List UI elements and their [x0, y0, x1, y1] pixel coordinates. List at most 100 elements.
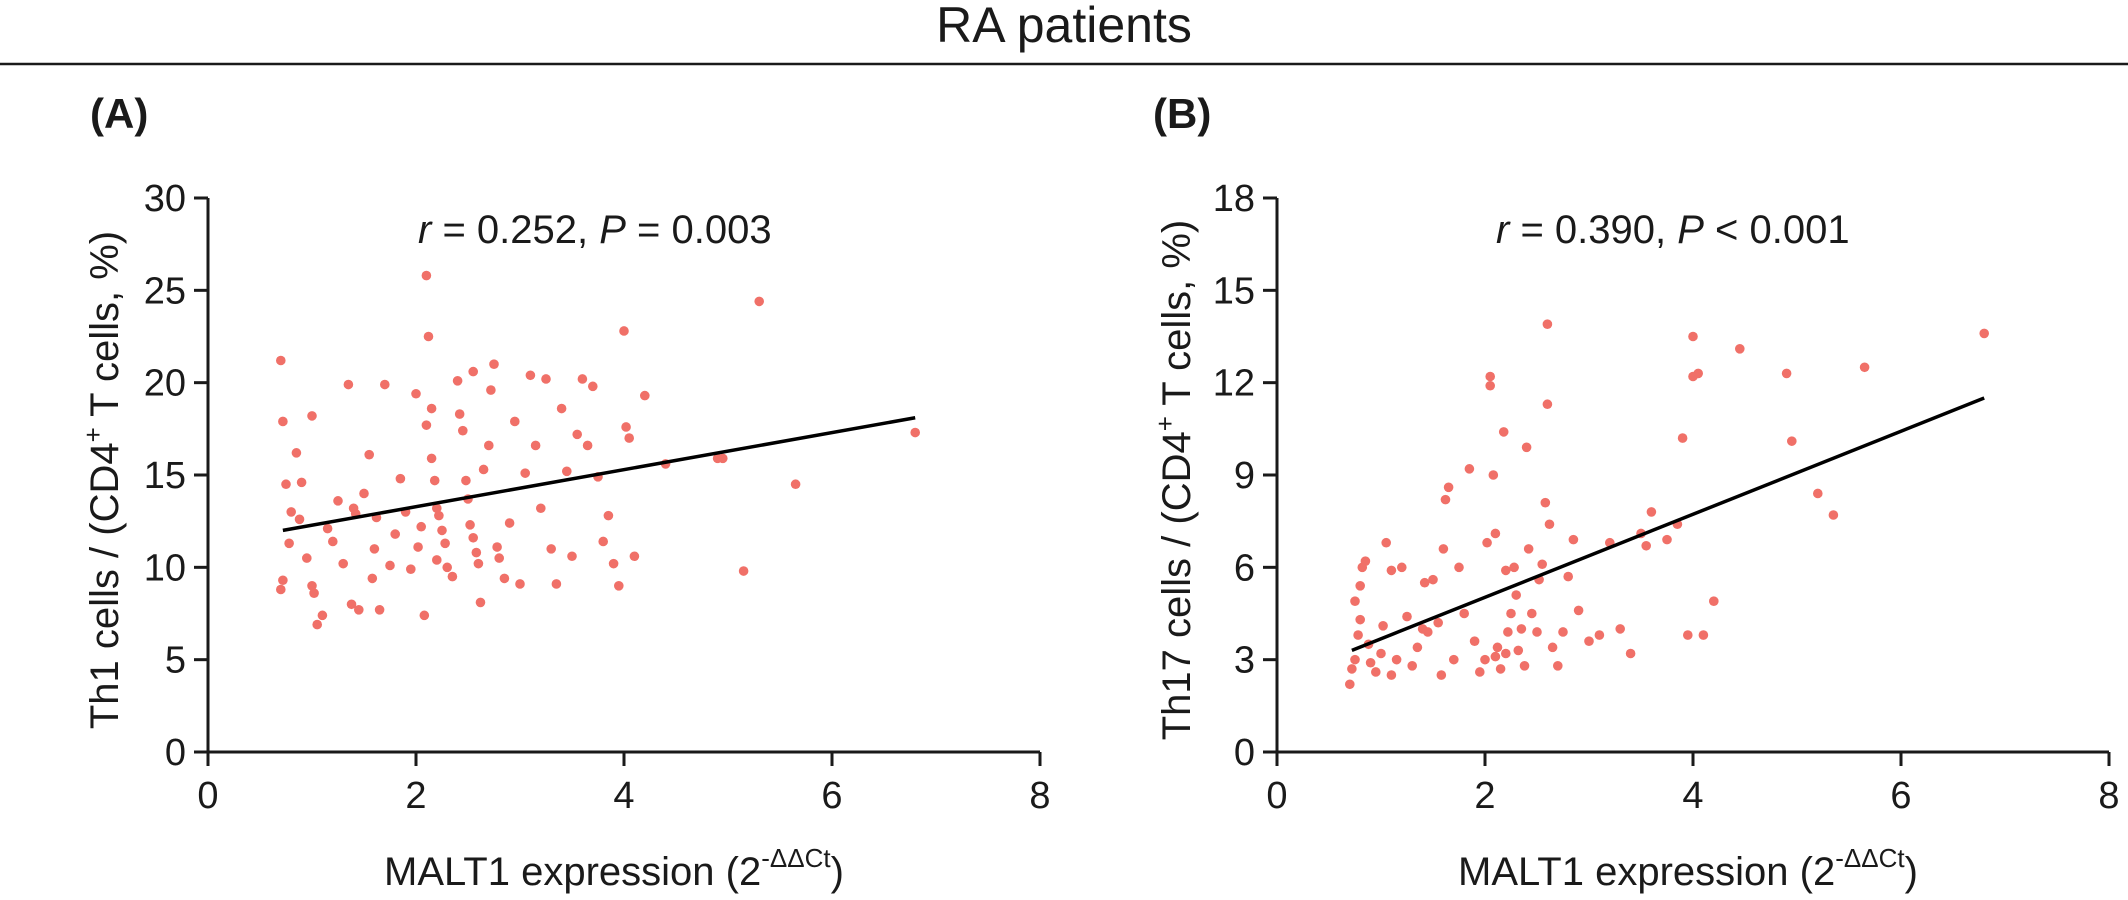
- panel-a-data-point: [790, 479, 801, 490]
- panel-b-data-point: [1688, 331, 1698, 342]
- panel-b-data-point: [1360, 556, 1371, 566]
- panel-b-data-point: [1813, 488, 1823, 499]
- panel-b-data-point: [1454, 562, 1464, 573]
- panel-a-data-point: [465, 520, 475, 530]
- panel-a-y-tick-label: 25: [144, 270, 186, 312]
- panel-b-p-symbol: P: [1677, 208, 1704, 252]
- panel-a-data-point: [510, 416, 520, 427]
- panel-a-data-point: [322, 523, 333, 534]
- panel-b-plot: 0 2 4 6 8 0 3 6 9 12 15 18: [1213, 178, 2120, 817]
- panel-b-data-point: [1527, 608, 1537, 619]
- panel-a-data-point: [461, 475, 471, 486]
- panel-a-data-point: [473, 558, 484, 569]
- panel-b-x-tick-label: 8: [2098, 775, 2119, 817]
- panel-b-data-point: [1443, 482, 1454, 493]
- panel-a-label: (A): [90, 90, 148, 137]
- panel-a-data-point: [572, 429, 582, 440]
- panel-a-data-point: [556, 403, 567, 414]
- panel-a-data-point: [619, 326, 629, 336]
- panel-b-data-point: [1436, 670, 1447, 680]
- panel-a-y-tick-label: 30: [144, 178, 186, 220]
- panel-a-data-point: [276, 355, 286, 366]
- panel-a-data-point: [278, 575, 288, 586]
- panel-a-data-point: [454, 409, 465, 419]
- panel-b-data-point: [1485, 371, 1495, 382]
- panel-a-annotation: r = 0.252, P = 0.003: [418, 208, 772, 252]
- panel-a-y-tick-label: 10: [144, 547, 186, 589]
- panel-b-data-point: [1402, 611, 1412, 622]
- panel-a-data-point: [374, 605, 385, 615]
- panel-b-data-point: [1440, 494, 1451, 505]
- panel-a-data-point: [317, 610, 328, 621]
- panel-b-data-point: [1345, 679, 1355, 690]
- panel-a-data-point: [385, 560, 395, 571]
- panel-b-label: (B): [1153, 90, 1211, 137]
- panel-b-data-point: [1513, 645, 1524, 656]
- panel-a-data-point: [629, 551, 640, 562]
- panel-b-data-point: [1677, 433, 1688, 443]
- panel-a-p-symbol: P: [599, 208, 626, 252]
- panel-b-data-point: [1475, 667, 1485, 677]
- panel-a-data-point: [411, 388, 421, 399]
- panel-b-data-point: [1428, 574, 1438, 585]
- panel-b-ylabel-sup: +: [1150, 416, 1180, 431]
- panel-a-data-point: [515, 579, 525, 589]
- panel-b-xlabel-sup: -ΔΔCt: [1835, 843, 1905, 873]
- panel-a-data-point: [494, 553, 505, 563]
- panel-b-data-point: [1355, 614, 1365, 625]
- panel-a-x-tick-label: 8: [1029, 775, 1050, 817]
- panel-a-xlabel-sup: -ΔΔCt: [761, 843, 831, 873]
- panel-b-data-point: [1355, 581, 1365, 591]
- panel-a-data-point: [608, 558, 619, 569]
- panel-a-data-point: [276, 584, 286, 595]
- panel-a-r-value: = 0.252,: [431, 208, 599, 252]
- panel-a-data-point: [429, 475, 440, 486]
- figure-title: RA patients: [936, 0, 1192, 53]
- panel-a-data-point: [278, 416, 288, 427]
- panel-b-data-point: [1594, 630, 1605, 640]
- panel-b-data-point: [1523, 544, 1534, 554]
- panel-b-data-point: [1353, 630, 1363, 640]
- panel-a-data-point: [621, 422, 631, 432]
- panel-b-annotation: r = 0.390, P < 0.001: [1496, 208, 1850, 252]
- panel-b-data-point: [1641, 540, 1651, 551]
- panel-b-y-tick-label: 3: [1234, 640, 1255, 682]
- panel-a-xlabel-tail: ): [831, 850, 844, 894]
- panel-b-data-point: [1828, 510, 1839, 520]
- panel-b-data-point: [1558, 627, 1568, 637]
- panel-b-data-point: [1553, 661, 1563, 671]
- panel-a-y-tick-label: 5: [165, 640, 186, 682]
- panel-b-data-point: [1482, 537, 1492, 548]
- panel-b-data-point: [1698, 630, 1709, 640]
- panel-a-data-point: [536, 503, 546, 514]
- panel-a-data-point: [364, 449, 375, 460]
- panel-b-data-point: [1490, 651, 1501, 662]
- panel-a-xlabel: MALT1 expression (2-ΔΔCt): [384, 843, 844, 894]
- panel-a-data-point: [281, 479, 291, 490]
- panel-a-data-point: [582, 440, 593, 451]
- panel-b-data-point: [1407, 661, 1417, 671]
- panel-b-fit-line: [1351, 396, 1985, 653]
- panel-a-ylabel-tail: T cells, %): [83, 231, 127, 427]
- panel-a-y-tick-label: 0: [165, 732, 186, 774]
- panel-b-p-value: < 0.001: [1704, 208, 1850, 252]
- panel-a-data-point: [478, 464, 489, 475]
- panel-b-data-point: [1480, 654, 1490, 665]
- panel-b-data-point: [1547, 642, 1558, 653]
- panel-a-data-point: [426, 403, 437, 414]
- panel-b-data-point: [1787, 436, 1797, 446]
- panel-a-data-point: [598, 536, 608, 547]
- panel-b-data-point: [1584, 636, 1594, 646]
- panel-b-data-point: [1537, 559, 1547, 570]
- panel-b: (B) r = 0.390, P < 0.001 Th17 cells / (C…: [1150, 90, 2120, 894]
- panel-b-data-point: [1459, 608, 1469, 619]
- panel-a-data-point: [442, 562, 453, 573]
- panel-a-data-point: [447, 571, 458, 582]
- panel-b-data-point: [1615, 624, 1625, 634]
- panel-b-xlabel-tail: ): [1905, 850, 1918, 894]
- panel-a-r-symbol: r: [418, 208, 433, 252]
- panel-b-r-symbol: r: [1496, 208, 1511, 252]
- panel-b-data-point: [1625, 648, 1636, 659]
- panel-a-data-point: [380, 379, 390, 390]
- panel-a-p-value: = 0.003: [626, 208, 772, 252]
